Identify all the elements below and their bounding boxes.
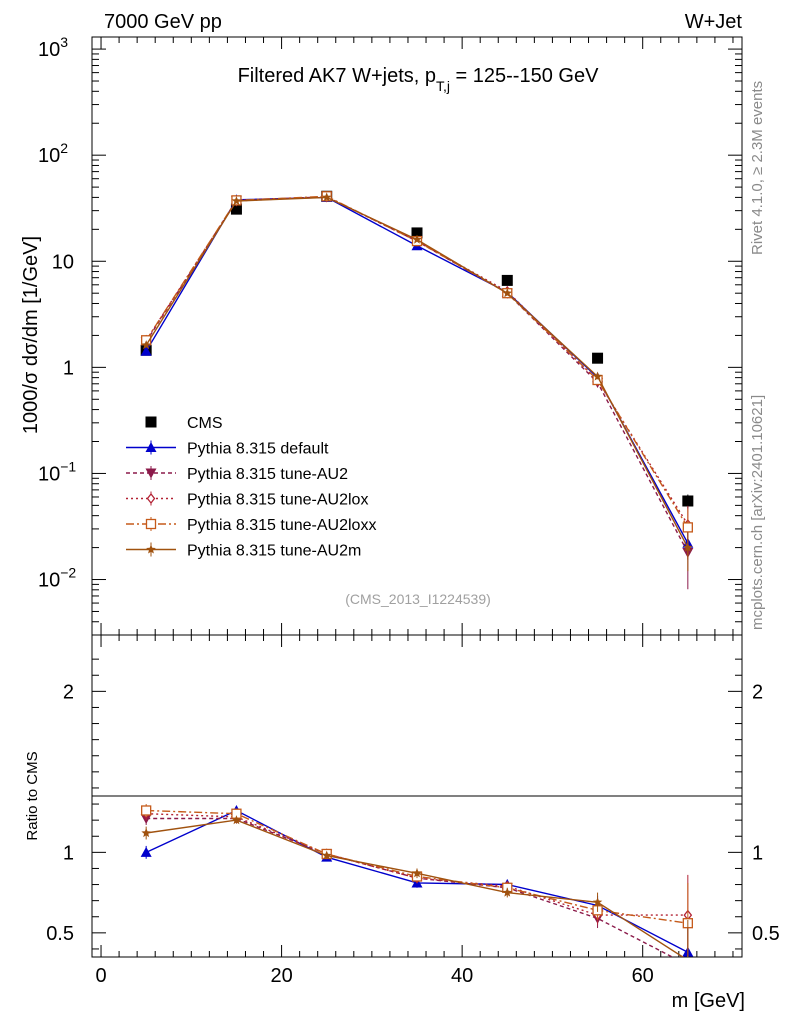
ratio-y-tick-label-right: 0.5 <box>752 923 780 945</box>
main-title: Filtered AK7 W+jets, pT,j = 125--150 GeV <box>238 65 600 94</box>
header-right: W+Jet <box>685 11 743 33</box>
data-point <box>411 227 423 239</box>
legend-label: CMS <box>187 415 223 432</box>
ratio-point <box>412 868 422 878</box>
header-left: 7000 GeV pp <box>104 11 222 33</box>
ratio-y-tick-label-right: 2 <box>752 681 763 703</box>
main-title-text: Filtered AK7 W+jets, p <box>238 65 436 87</box>
x-tick-label: 40 <box>451 965 473 987</box>
legend-item-AU2m: Pythia 8.315 tune-AU2m <box>126 542 361 560</box>
x-tick-label: 0 <box>95 965 106 987</box>
ratio-series-layer <box>140 804 694 957</box>
ratio-point <box>592 897 603 907</box>
legend-item-AU2lox: Pythia 8.315 tune-AU2lox <box>126 491 368 509</box>
legend-marker <box>145 442 157 452</box>
legend-item-AU2loxx: Pythia 8.315 tune-AU2loxx <box>126 517 376 534</box>
x-tick-label: 60 <box>632 965 654 987</box>
main-axis-ticks: 10−2 10−1 1 10 102 103 <box>38 34 742 636</box>
ratio-axis-ticks: 0 20 40 60 0.5 0.5 1 1 2 2 <box>46 635 780 987</box>
y-tick-label: 102 <box>38 140 68 167</box>
main-title-rest: = 125--150 GeV <box>450 65 599 87</box>
main-plot: 10−2 10−1 1 10 102 103 Filtered AK7 W+jets, p… <box>20 34 743 636</box>
legend-marker <box>145 518 157 530</box>
data-point <box>230 203 242 215</box>
x-tick-label: 20 <box>270 965 292 987</box>
ratio-y-tick-label-right: 1 <box>752 842 763 864</box>
data-point <box>682 522 693 533</box>
main-series-layer <box>140 190 694 590</box>
ratio-point <box>140 846 152 857</box>
data-point <box>140 345 152 356</box>
legend-label: Pythia 8.315 tune-AU2m <box>187 543 361 560</box>
y-tick-label: 10−1 <box>38 458 76 485</box>
legend-marker <box>145 468 157 479</box>
ratio-y-tick-label: 1 <box>63 842 74 864</box>
ratio-plot: 0 20 40 60 0.5 0.5 1 1 2 2 Ratio to CMS m [GeV] <box>24 634 780 1012</box>
legend-label: Pythia 8.315 tune-AU2loxx <box>187 517 376 534</box>
ratio-point <box>502 887 512 897</box>
ratio-ylabel: Ratio to CMS <box>24 751 41 840</box>
legend-item-default: Pythia 8.315 default <box>126 440 329 458</box>
y-tick-label: 10 <box>52 251 74 273</box>
data-point <box>141 340 151 350</box>
data-point <box>501 274 513 286</box>
data-point <box>322 192 332 202</box>
data-point <box>502 288 512 298</box>
legend: CMS Pythia 8.315 default Pythia 8.315 tune… <box>126 415 376 560</box>
rivet-label: Rivet 4.1.0, ≥ 2.3M events <box>749 81 766 255</box>
ratio-point <box>231 815 242 825</box>
data-point <box>412 234 422 244</box>
data-point <box>592 352 604 364</box>
watermark: (CMS_2013_I1224539) <box>345 591 491 607</box>
legend-label: Pythia 8.315 tune-AU2 <box>187 466 348 483</box>
legend-label: Pythia 8.315 tune-AU2lox <box>187 492 368 509</box>
ratio-series-AU2m <box>141 815 689 957</box>
legend-marker <box>145 416 157 428</box>
data-point <box>592 371 603 381</box>
y-tick-label: 1 <box>63 357 74 379</box>
data-point <box>231 196 242 205</box>
data-point <box>682 495 694 507</box>
legend-label: Pythia 8.315 default <box>187 441 329 458</box>
legend-item-CMS: CMS <box>145 415 223 432</box>
legend-marker <box>146 492 156 505</box>
ratio-point <box>141 805 152 816</box>
main-series-AU2m <box>141 192 693 572</box>
data-point <box>683 542 693 552</box>
legend-marker <box>146 544 156 554</box>
ratio-point <box>322 850 332 860</box>
main-title-subscript: T,j <box>436 78 450 94</box>
legend-item-AU2: Pythia 8.315 tune-AU2 <box>126 466 348 483</box>
ratio-y-tick-label: 2 <box>63 681 74 703</box>
x-axis-label: m [GeV] <box>672 990 745 1012</box>
ratio-point <box>141 828 151 838</box>
ratio-point <box>687 955 689 957</box>
main-ylabel: 1000/σ dσ/dm [1/GeV] <box>20 236 42 434</box>
y-tick-label: 103 <box>38 34 68 61</box>
ratio-series-group <box>140 804 694 957</box>
mcplots-label: mcplots.cern.ch [arXiv:2401.10621] <box>749 395 766 630</box>
y-tick-label: 10−2 <box>38 565 76 592</box>
ratio-y-tick-label: 0.5 <box>46 923 74 945</box>
